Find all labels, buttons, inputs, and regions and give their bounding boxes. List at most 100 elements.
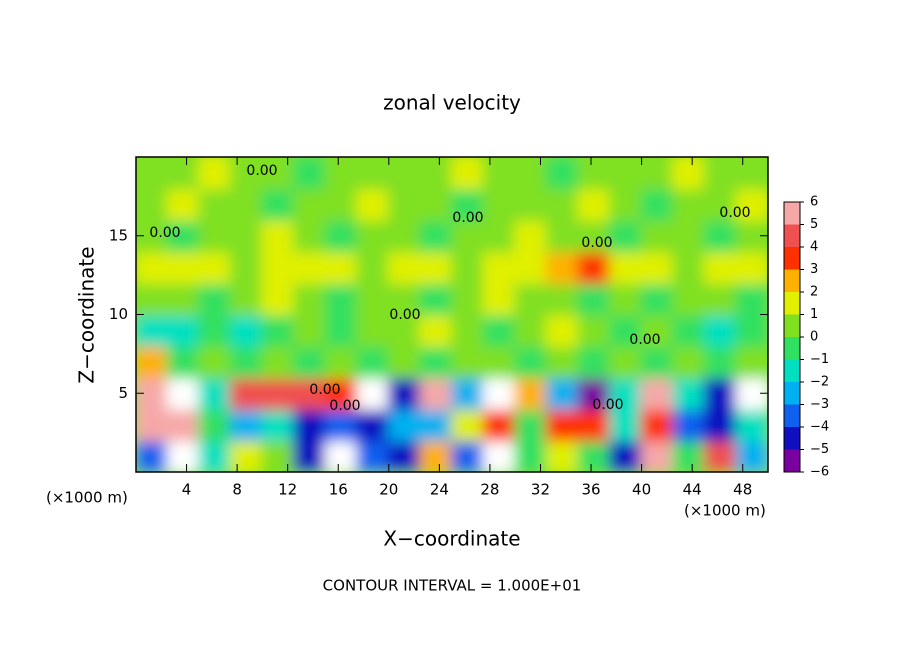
contour-labels: 0.000.000.00 0.000.000.000.000.000.00 0.00 [149, 163, 750, 414]
cell [293, 282, 327, 316]
cell [324, 250, 359, 284]
cell [514, 376, 548, 410]
x-tick-label: 12 [278, 481, 297, 499]
cell [514, 187, 548, 221]
chart-title: zonal velocity [383, 91, 521, 115]
cell [514, 313, 548, 347]
cell [640, 157, 675, 190]
cell [166, 157, 201, 190]
y-axis-label: Z−coordinate [75, 246, 99, 383]
cell [387, 219, 422, 253]
colorbar-swatch [784, 314, 800, 337]
cell [703, 313, 738, 347]
colorbar-tick-label: −3 [810, 397, 829, 412]
y-tick-label: 10 [109, 305, 128, 323]
cell [419, 250, 453, 284]
cell [640, 345, 675, 379]
cell [609, 313, 643, 347]
cell [261, 250, 295, 284]
cell [703, 157, 738, 190]
cell [451, 250, 485, 284]
cell [451, 313, 485, 347]
colorbar-tick-label: −1 [810, 352, 829, 367]
cell [640, 408, 675, 442]
contour-label: 0.00 [246, 163, 277, 179]
cell [136, 345, 169, 379]
cell [577, 408, 611, 442]
cell [451, 187, 485, 221]
cell [387, 313, 422, 347]
cell [609, 345, 643, 379]
cell [261, 219, 295, 253]
cell [577, 376, 611, 410]
cell [166, 250, 201, 284]
cell [482, 282, 517, 316]
cell [672, 376, 706, 410]
cell [514, 157, 548, 190]
cell [324, 439, 359, 472]
cell [229, 439, 264, 472]
cell [703, 282, 738, 316]
cell [166, 345, 201, 379]
cell [293, 219, 327, 253]
cell [293, 439, 327, 472]
cell [514, 282, 548, 316]
cell [482, 408, 517, 442]
colorbar-swatch [784, 359, 800, 382]
cell [451, 376, 485, 410]
colorbar-swatch [784, 224, 800, 247]
contour-label: 0.00 [719, 205, 750, 221]
cell [609, 282, 643, 316]
cell [672, 187, 706, 221]
cell [293, 157, 327, 190]
x-tick-label: 16 [329, 481, 348, 499]
cell [703, 219, 738, 253]
cell [703, 439, 738, 472]
footer: CONTOUR INTERVAL = 1.000E+01 [323, 577, 582, 595]
cell [482, 345, 517, 379]
x-tick-label: 48 [733, 481, 752, 499]
cell [419, 157, 453, 190]
colorbar-tick-label: 4 [810, 240, 818, 255]
cell [672, 219, 706, 253]
cell [136, 313, 169, 347]
cell [356, 313, 390, 347]
x-tick-label: 40 [632, 481, 651, 499]
cell [640, 376, 675, 410]
x-tick-label: 4 [182, 481, 192, 499]
cell [419, 187, 453, 221]
contour-label: 0.00 [581, 235, 612, 251]
cell [261, 439, 295, 472]
cell [545, 219, 580, 253]
field [136, 157, 768, 472]
cell [387, 187, 422, 221]
cell [419, 439, 453, 472]
cell [703, 408, 738, 442]
cell [451, 439, 485, 472]
cell [735, 408, 768, 442]
cell [672, 250, 706, 284]
cell [735, 282, 768, 316]
contour-label: 0.00 [592, 397, 623, 413]
contour-label: 0.00 [149, 225, 180, 241]
cell [703, 376, 738, 410]
cell [387, 157, 422, 190]
cell [514, 345, 548, 379]
cell [356, 187, 390, 221]
cell [356, 345, 390, 379]
cell [640, 219, 675, 253]
cell [640, 282, 675, 316]
cell [261, 313, 295, 347]
cell [356, 219, 390, 253]
cell [261, 376, 295, 410]
cell [229, 219, 264, 253]
cell [356, 282, 390, 316]
cell [703, 187, 738, 221]
cell [482, 157, 517, 190]
colorbar-tick-label: −6 [810, 465, 829, 480]
cell [451, 282, 485, 316]
cell [136, 282, 169, 316]
cell [261, 187, 295, 221]
cell [166, 376, 201, 410]
cell [609, 187, 643, 221]
